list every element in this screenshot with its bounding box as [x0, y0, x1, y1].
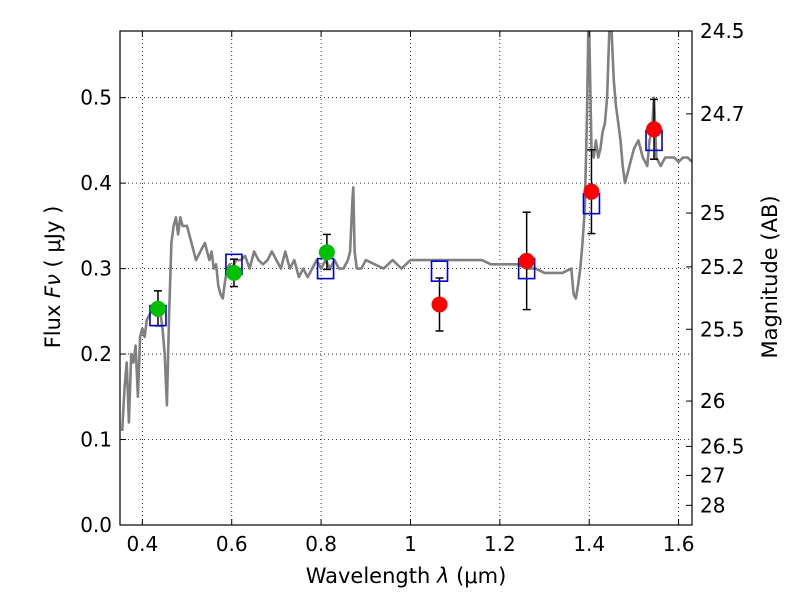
observed-green-point: [318, 244, 335, 261]
observed-red-point: [583, 183, 600, 200]
plot-frame: [119, 30, 693, 526]
magnitude-tick-label: 28: [700, 493, 725, 517]
observed-red-point: [518, 252, 535, 269]
model-photometry-square: [430, 260, 449, 282]
model-spectrum-line: [120, 31, 692, 432]
x-tick-label: 1.2: [484, 532, 516, 556]
magnitude-ticks: 24.5 24.7 25 25.2 25.5 26 26.5 27 28: [686, 19, 745, 517]
model-spectrum: [120, 31, 692, 432]
y-tick-label: 0.2: [80, 342, 112, 366]
y-tick-label: 0.1: [80, 428, 112, 452]
y-tick-label: 0.4: [80, 171, 112, 195]
observed-green-point: [149, 300, 166, 317]
observed-red-point: [646, 121, 663, 138]
observed-green-point: [225, 264, 242, 281]
y-tick-label: 0.0: [80, 513, 112, 537]
y2-axis-title: Magnitude (AB): [758, 195, 782, 358]
y-tick-label: 0.5: [80, 86, 112, 110]
magnitude-tick-label: 24.5: [700, 19, 745, 43]
magnitude-tick-label: 26.5: [700, 434, 745, 458]
magnitude-tick-label: 26: [700, 389, 725, 413]
magnitude-tick-label: 25.5: [700, 317, 745, 341]
x-tick-label: 1.4: [573, 532, 605, 556]
x-axis-title: Wavelength λ (μm): [306, 564, 507, 588]
magnitude-tick-label: 25.2: [700, 255, 745, 279]
y-axis-title: Flux Fν ( μJy ): [41, 206, 65, 349]
magnitude-tick-label: 25: [700, 201, 725, 225]
x-tick-label: 1: [404, 532, 417, 556]
observed-photometry-markers: [149, 121, 663, 317]
x-ticks: 0.4 0.6 0.8 1 1.2 1.4 1.6: [126, 31, 695, 556]
magnitude-tick-label: 27: [700, 463, 725, 487]
magnitude-tick-label: 24.7: [700, 102, 745, 126]
x-tick-label: 0.8: [305, 532, 337, 556]
y-ticks: 0.0 0.1 0.2 0.3 0.4 0.5: [80, 86, 126, 537]
x-tick-label: 1.6: [663, 532, 695, 556]
observed-red-point: [431, 296, 448, 313]
x-tick-label: 0.4: [126, 532, 158, 556]
x-tick-label: 0.6: [216, 532, 248, 556]
y-tick-label: 0.3: [80, 257, 112, 281]
